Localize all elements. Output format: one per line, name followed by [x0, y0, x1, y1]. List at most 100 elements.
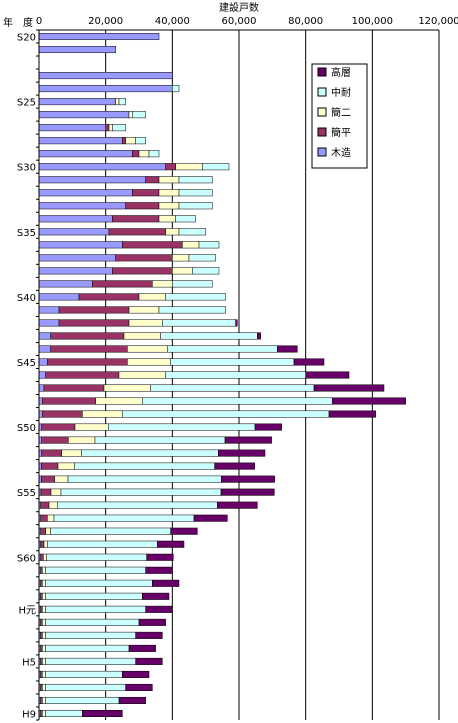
- bar-segment: [128, 319, 163, 327]
- bar-segment: [115, 254, 173, 262]
- bar-segment: [42, 631, 46, 639]
- bar-segment: [198, 241, 220, 249]
- bar-segment: [178, 176, 213, 184]
- bar-segment: [48, 501, 58, 509]
- bar-segment: [46, 553, 147, 561]
- bar-segment: [42, 605, 46, 613]
- bar-segment: [170, 527, 198, 535]
- bar-segment: [40, 501, 50, 509]
- bar-segment: [45, 709, 83, 717]
- legend-swatch: [317, 107, 327, 117]
- bar-segment: [38, 176, 146, 184]
- bars: [38, 33, 406, 717]
- bar-segment: [175, 215, 196, 223]
- bar-segment: [125, 683, 153, 691]
- y-tick-label: S55: [17, 488, 36, 499]
- bar-segment: [68, 436, 96, 444]
- bar-segment: [38, 293, 80, 301]
- bar-segment: [45, 631, 136, 639]
- y-tick-label: S60: [17, 553, 36, 564]
- bar-segment: [103, 384, 151, 392]
- bar-segment: [82, 709, 123, 717]
- bar-segment: [165, 228, 180, 236]
- bar-segment: [94, 436, 226, 444]
- bar-segment: [81, 449, 219, 457]
- bar-segment: [172, 280, 213, 288]
- bar-segment: [115, 98, 120, 106]
- bar-segment: [127, 345, 168, 353]
- bar-segment: [41, 449, 62, 457]
- x-tick-label: 0: [36, 16, 42, 27]
- bar-segment: [162, 319, 236, 327]
- bar-segment: [40, 527, 46, 535]
- bar-segment: [38, 228, 110, 236]
- bar-segment: [112, 267, 173, 275]
- bar-segment: [172, 254, 190, 262]
- bar-segment: [95, 397, 143, 405]
- bar-segment: [152, 579, 180, 587]
- bar-segment: [42, 397, 96, 405]
- bar-segment: [178, 228, 206, 236]
- bar-segment: [202, 163, 230, 171]
- x-tick-label: 80,000: [288, 16, 323, 27]
- bar-segment: [45, 683, 126, 691]
- legend-swatch: [317, 67, 327, 77]
- bar-segment: [127, 358, 171, 366]
- bar-segment: [148, 150, 160, 158]
- y-tick-label: H5: [22, 657, 36, 668]
- x-tick-label: 40,000: [155, 16, 190, 27]
- x-tick-label: 100,000: [352, 16, 393, 27]
- bar-segment: [125, 137, 136, 145]
- bar-segment: [57, 462, 75, 470]
- bar-segment: [158, 215, 176, 223]
- bar-segment: [135, 657, 163, 665]
- bar-segment: [45, 644, 130, 652]
- bar-segment: [40, 553, 44, 561]
- bar-segment: [135, 631, 163, 639]
- bar-segment: [218, 449, 266, 457]
- bar-segment: [135, 137, 146, 145]
- bar-segment: [42, 709, 46, 717]
- bar-segment: [38, 358, 48, 366]
- y-tick-label: S40: [17, 293, 36, 304]
- bar-segment: [45, 670, 123, 678]
- bar-segment: [74, 462, 215, 470]
- legend-swatch: [317, 87, 327, 97]
- bar-segment: [45, 579, 153, 587]
- bar-segment: [38, 202, 126, 210]
- bar-segment: [122, 137, 126, 145]
- bar-segment: [128, 306, 160, 314]
- bar-segment: [178, 202, 213, 210]
- bar-segment: [142, 592, 170, 600]
- bar-segment: [132, 111, 146, 119]
- bar-segment: [50, 488, 62, 496]
- bar-segment: [165, 293, 226, 301]
- bar-segment: [108, 124, 113, 132]
- bar-segment: [38, 137, 123, 145]
- bar-segment: [38, 345, 51, 353]
- bar-segment: [175, 163, 203, 171]
- bar-segment: [146, 553, 174, 561]
- bar-segment: [152, 280, 173, 288]
- bar-segment: [235, 319, 238, 327]
- bar-segment: [122, 241, 183, 249]
- bar-segment: [254, 423, 282, 431]
- bar-segment: [42, 657, 46, 665]
- bar-segment: [145, 566, 173, 574]
- bar-segment: [132, 150, 140, 158]
- bar-segment: [42, 670, 46, 678]
- bar-segment: [60, 488, 222, 496]
- bar-segment: [170, 358, 295, 366]
- bar-segment: [165, 371, 306, 379]
- bar-segment: [220, 488, 275, 496]
- y-tick-label: H9: [22, 709, 36, 720]
- bar-segment: [82, 410, 123, 418]
- bar-segment: [43, 553, 47, 561]
- x-tick-label: 20,000: [88, 16, 123, 27]
- bar-segment: [47, 540, 158, 548]
- bar-segment: [38, 384, 45, 392]
- bar-segment: [45, 527, 51, 535]
- bar-segment: [277, 345, 298, 353]
- bar-segment: [45, 696, 120, 704]
